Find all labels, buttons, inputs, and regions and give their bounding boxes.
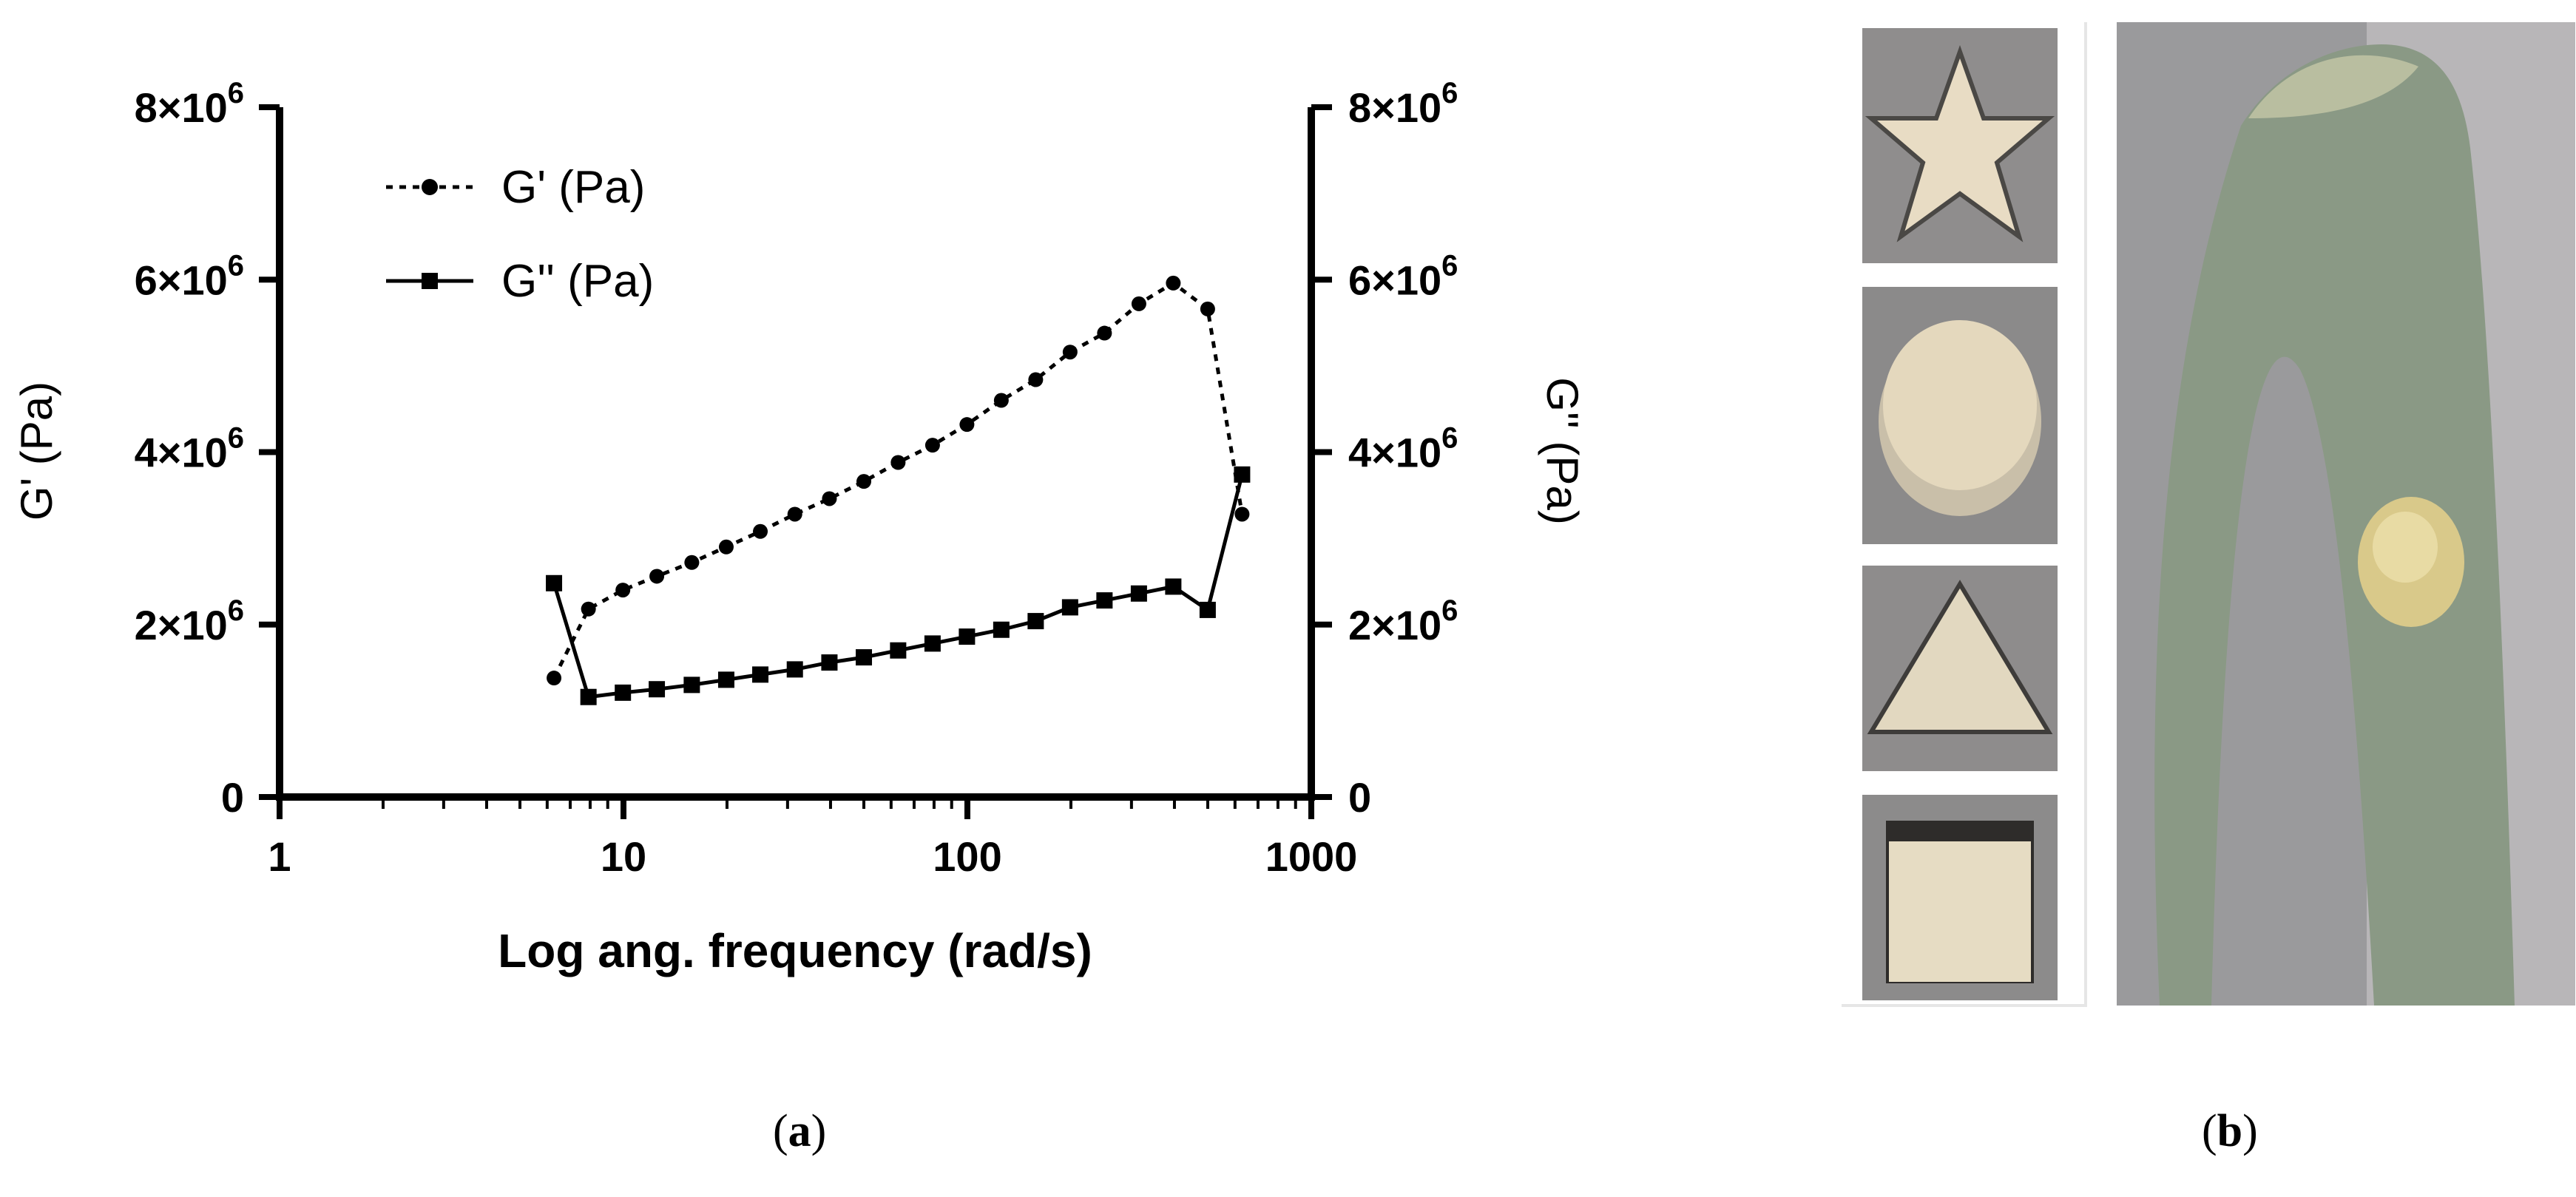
data-point-g-prime bbox=[581, 601, 596, 617]
data-point-g-prime bbox=[1234, 506, 1250, 522]
caption-panel-a: (a) bbox=[773, 1105, 826, 1158]
data-point-g-double-prime bbox=[1234, 466, 1251, 483]
right-y-tick-label: 4×106 bbox=[1348, 422, 1458, 476]
data-point-g-double-prime bbox=[1061, 599, 1078, 616]
data-point-g-prime bbox=[615, 583, 631, 598]
left-y-tick-label: 6×106 bbox=[135, 249, 244, 303]
series-line-g-prime bbox=[552, 280, 1244, 679]
photo-plant-stem bbox=[2117, 22, 2575, 1006]
data-point-g-prime bbox=[959, 417, 975, 433]
caption-a-open: ( bbox=[773, 1106, 788, 1156]
data-point-g-prime bbox=[1097, 325, 1112, 341]
data-point-g-double-prime bbox=[856, 649, 873, 666]
right-y-tick-label: 2×106 bbox=[1348, 594, 1458, 648]
data-point-g-prime bbox=[993, 393, 1009, 408]
data-point-g-prime bbox=[787, 506, 802, 522]
legend-circle-marker bbox=[422, 179, 438, 195]
tick-labels: 1 10 100 1000 0 0 2×106 2×106 4×106 4×106 6×106 6×1… bbox=[135, 77, 1458, 880]
x-tick-label: 1000 bbox=[1265, 833, 1358, 880]
right-y-axis-label: G'' (Pa) bbox=[1538, 377, 1587, 525]
data-point-g-prime bbox=[1062, 345, 1078, 360]
legend-label-g-prime: G' (Pa) bbox=[501, 162, 645, 213]
data-point-g-prime bbox=[1028, 372, 1044, 387]
data-point-g-double-prime bbox=[615, 684, 632, 701]
data-point-g-double-prime bbox=[580, 688, 597, 705]
data-point-g-double-prime bbox=[649, 681, 666, 698]
data-point-g-prime bbox=[753, 523, 768, 539]
left-y-axis-label: G' (Pa) bbox=[12, 382, 61, 520]
x-tick-label: 10 bbox=[601, 833, 646, 880]
data-point-g-double-prime bbox=[546, 574, 563, 591]
caption-panel-b: (b) bbox=[2202, 1105, 2258, 1158]
data-point-g-double-prime bbox=[1199, 601, 1216, 618]
caption-b-letter: b bbox=[2217, 1106, 2243, 1156]
data-point-g-prime bbox=[1200, 301, 1215, 316]
axes bbox=[276, 107, 1315, 801]
right-y-tick-label: 6×106 bbox=[1348, 249, 1458, 303]
x-axis-label: Log ang. frequency (rad/s) bbox=[498, 924, 1092, 977]
legend-entry-g-prime: G' (Pa) bbox=[386, 162, 645, 213]
legend-label-g-double-prime: G'' (Pa) bbox=[501, 256, 654, 307]
x-tick-label: 1 bbox=[268, 833, 291, 880]
photo-triangle-sample bbox=[1862, 566, 2058, 771]
left-y-tick-label: 8×106 bbox=[135, 77, 244, 131]
data-point-g-double-prime bbox=[993, 621, 1010, 638]
data-point-g-double-prime bbox=[924, 635, 941, 652]
data-point-g-double-prime bbox=[752, 666, 769, 683]
left-y-tick-label: 2×106 bbox=[135, 594, 244, 648]
data-point-g-prime bbox=[1166, 275, 1181, 291]
caption-a-close: ) bbox=[811, 1106, 827, 1156]
photo-circle-sample bbox=[1862, 287, 2058, 544]
left-y-tick-label: 4×106 bbox=[135, 422, 244, 476]
data-point-g-double-prime bbox=[786, 661, 803, 678]
series-layer bbox=[546, 275, 1251, 705]
data-point-g-prime bbox=[890, 455, 906, 470]
right-y-tick-label: 0 bbox=[1348, 774, 1371, 821]
caption-b-open: ( bbox=[2202, 1106, 2217, 1156]
legend: G' (Pa) G'' (Pa) bbox=[386, 162, 654, 307]
left-y-tick-label: 0 bbox=[221, 774, 244, 821]
data-point-g-double-prime bbox=[1096, 592, 1113, 609]
data-point-g-double-prime bbox=[1130, 585, 1147, 602]
photo-square-sample bbox=[1862, 795, 2058, 1000]
data-point-g-prime bbox=[684, 555, 700, 570]
data-point-g-prime bbox=[649, 569, 665, 584]
data-point-g-double-prime bbox=[890, 642, 907, 659]
data-point-g-double-prime bbox=[1027, 613, 1044, 630]
right-y-tick-label: 8×106 bbox=[1348, 77, 1458, 131]
photo-star-sample bbox=[1862, 28, 2058, 263]
caption-a-letter: a bbox=[788, 1106, 811, 1156]
data-point-g-double-prime bbox=[1165, 578, 1182, 595]
data-point-g-double-prime bbox=[683, 677, 700, 694]
legend-square-marker bbox=[422, 273, 438, 289]
data-point-g-prime bbox=[1131, 296, 1146, 311]
data-point-g-double-prime bbox=[959, 628, 976, 645]
panel-b-photos bbox=[1842, 22, 2575, 1007]
caption-b-close: ) bbox=[2242, 1106, 2258, 1156]
ticks bbox=[259, 104, 1332, 819]
data-point-g-prime bbox=[718, 539, 734, 555]
data-point-g-double-prime bbox=[821, 654, 838, 671]
data-point-g-prime bbox=[822, 491, 837, 506]
data-point-g-double-prime bbox=[717, 671, 734, 688]
data-point-g-prime bbox=[924, 438, 940, 453]
legend-entry-g-double-prime: G'' (Pa) bbox=[386, 256, 654, 307]
x-tick-label: 100 bbox=[933, 833, 1001, 880]
data-point-g-prime bbox=[856, 474, 872, 489]
data-point-g-prime bbox=[547, 671, 562, 686]
